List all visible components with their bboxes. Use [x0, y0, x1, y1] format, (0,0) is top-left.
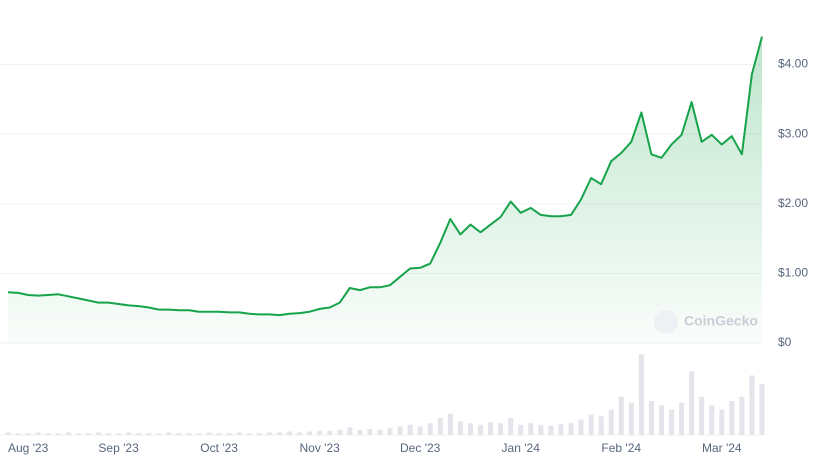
- watermark-logo: [654, 310, 678, 334]
- volume-bar: [266, 432, 272, 435]
- volume-bar: [156, 433, 162, 435]
- x-tick-label: Feb '24: [601, 441, 641, 455]
- x-tick-label: Nov '23: [299, 441, 340, 455]
- volume-bar: [116, 433, 122, 435]
- volume-bar: [528, 423, 534, 435]
- volume-bar: [739, 396, 745, 435]
- x-tick-label: Aug '23: [8, 441, 49, 455]
- volume-bar: [236, 432, 242, 435]
- volume-bar: [5, 432, 11, 435]
- volume-bar: [246, 433, 252, 435]
- volume-bar: [669, 409, 675, 435]
- x-tick-label: Sep '23: [98, 441, 139, 455]
- volume-bar: [146, 433, 152, 435]
- volume-bar: [176, 433, 182, 435]
- volume-bar: [347, 427, 353, 435]
- volume-bar: [598, 416, 604, 435]
- x-tick-label: Dec '23: [400, 441, 441, 455]
- volume-bar: [307, 431, 313, 435]
- y-tick-label: $3.00: [778, 126, 808, 140]
- volume-bar: [558, 423, 564, 435]
- volume-bar: [729, 401, 735, 435]
- volume-bar: [447, 413, 453, 435]
- volume-bar: [628, 402, 634, 435]
- volume-bar: [437, 418, 443, 435]
- volume-bar: [186, 433, 192, 435]
- volume-bar: [518, 424, 524, 435]
- volume-bar: [759, 384, 765, 435]
- volume-bar: [126, 432, 132, 435]
- volume-bar: [719, 409, 725, 435]
- volume-bar: [95, 432, 101, 435]
- y-tick-label: $1.00: [778, 266, 808, 280]
- volume-bar: [618, 396, 624, 435]
- y-tick-label: $2.00: [778, 196, 808, 210]
- volume-bar: [55, 433, 61, 435]
- volume-bar: [106, 433, 112, 435]
- volume-bar: [297, 432, 303, 435]
- volume-bar: [417, 426, 423, 435]
- price-area: [8, 36, 762, 343]
- volume-bar: [45, 433, 51, 435]
- volume-bar: [427, 423, 433, 435]
- volume-bar: [65, 432, 71, 435]
- volume-bar: [568, 423, 574, 435]
- volume-bar: [508, 418, 514, 435]
- volume-bar: [166, 432, 172, 435]
- y-tick-label: $0: [778, 335, 792, 349]
- volume-bar: [327, 430, 333, 435]
- volume-bar: [588, 414, 594, 435]
- volume-bar: [709, 405, 715, 435]
- volume-bar: [648, 401, 654, 435]
- volume-bar: [679, 402, 685, 435]
- volume-bar: [699, 396, 705, 435]
- volume-bar: [226, 433, 232, 435]
- volume-bar: [638, 354, 644, 435]
- volume-bar: [25, 433, 31, 435]
- volume-bar: [498, 423, 504, 435]
- volume-bar: [256, 433, 262, 435]
- volume-bar: [578, 419, 584, 435]
- volume-bar: [658, 405, 664, 435]
- volume-bar: [357, 429, 363, 435]
- volume-bar: [196, 433, 202, 435]
- volume-bar: [608, 409, 614, 435]
- x-tick-label: Jan '24: [502, 441, 541, 455]
- volume-bar: [387, 428, 393, 435]
- volume-bar: [136, 433, 142, 435]
- volume-bar: [216, 433, 222, 435]
- volume-bar: [467, 423, 473, 435]
- volume-bar: [749, 375, 755, 435]
- x-tick-label: Oct '23: [200, 441, 238, 455]
- volume-bar: [407, 424, 413, 435]
- volume-bar: [457, 421, 463, 435]
- volume-bar: [397, 426, 403, 435]
- volume-bar: [276, 432, 282, 435]
- y-tick-label: $4.00: [778, 57, 808, 71]
- volume-bar: [337, 429, 343, 435]
- volume-bar: [538, 424, 544, 435]
- volume-bar: [477, 424, 484, 435]
- volume-bar: [488, 422, 494, 435]
- volume-bar: [317, 430, 323, 435]
- x-tick-label: Mar '24: [702, 441, 742, 455]
- price-line: [7, 36, 763, 317]
- volume-bar: [548, 425, 554, 435]
- volume-bar: [367, 429, 373, 435]
- volume-bar: [689, 371, 695, 435]
- volume-bar: [286, 431, 293, 435]
- volume-bar: [75, 433, 81, 435]
- volume-bar: [35, 432, 41, 435]
- volume-bar: [206, 432, 212, 435]
- volume-bar: [15, 433, 21, 435]
- watermark: CoinGecko: [684, 313, 758, 329]
- volume-bar: [85, 433, 91, 435]
- volume-bar: [377, 429, 383, 435]
